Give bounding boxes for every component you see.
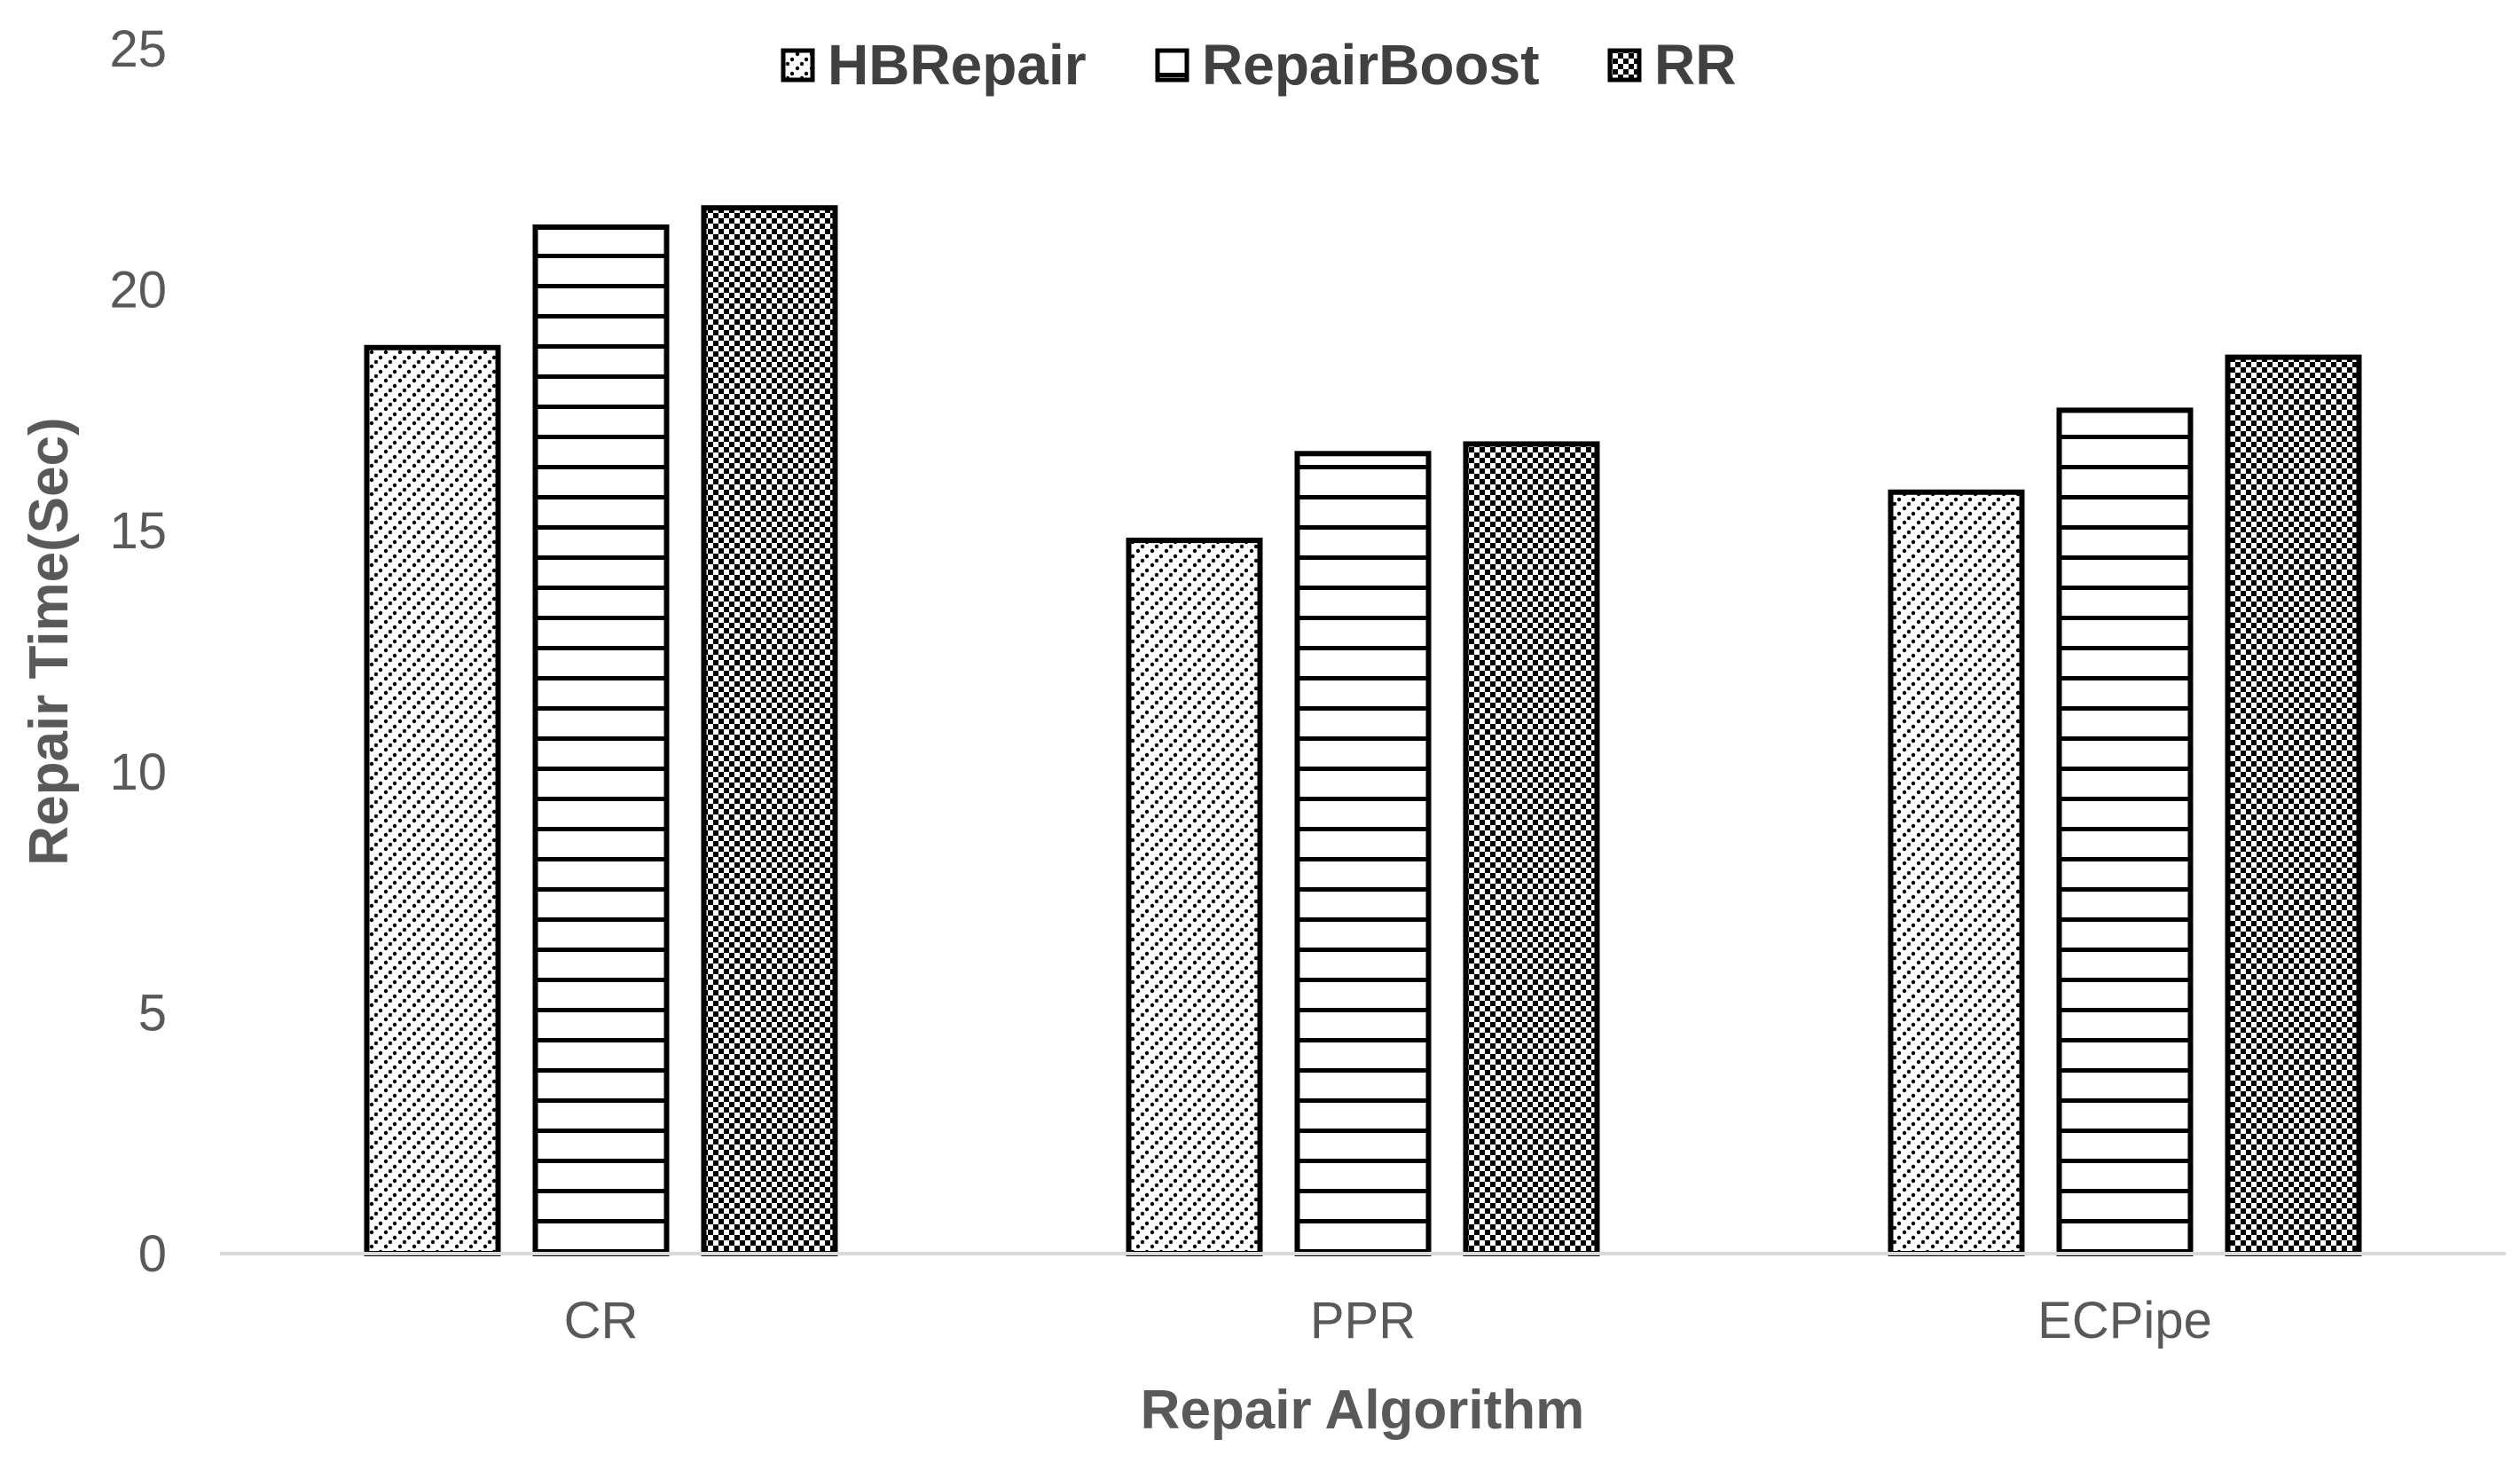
x-axis-categories: CR PPR ECPipe <box>564 1292 2212 1349</box>
y-tick-label: 15 <box>109 502 167 560</box>
y-tick-label: 20 <box>109 262 167 319</box>
x-category-label: PPR <box>1310 1292 1416 1349</box>
legend: HBRepair RepairBoost RR <box>781 33 1736 97</box>
y-tick-label: 25 <box>109 20 167 78</box>
legend-swatch-hbrepair <box>781 48 815 83</box>
bar-repairboost-cr <box>532 224 670 1256</box>
bar-hbrepair-ecpipe <box>1888 489 2025 1256</box>
bar-rr-ppr <box>1463 441 1600 1256</box>
legend-swatch-repairboost <box>1155 48 1189 83</box>
bar-repairboost-ecpipe <box>2056 407 2194 1256</box>
y-tick-label: 10 <box>109 743 167 801</box>
x-axis-title: Repair Algorithm <box>1141 1380 1585 1441</box>
x-category-label: ECPipe <box>2037 1292 2212 1349</box>
y-tick-label: 0 <box>138 1225 167 1283</box>
bar-repairboost-ppr <box>1294 451 1432 1256</box>
x-category-label: CR <box>564 1292 639 1349</box>
bar-hbrepair-ppr <box>1126 538 1263 1256</box>
y-axis-ticks: 0 5 10 15 20 25 <box>109 20 167 1283</box>
bar-rr-ecpipe <box>2225 354 2362 1256</box>
bars <box>364 205 2362 1257</box>
y-tick-label: 5 <box>138 984 167 1042</box>
y-axis-title: Repair Time(Sec) <box>19 417 80 865</box>
legend-swatch-rr <box>1607 48 1642 83</box>
legend-label-hbrepair: HBRepair <box>828 33 1087 97</box>
legend-label-repairboost: RepairBoost <box>1202 33 1540 97</box>
bar-hbrepair-cr <box>364 344 501 1256</box>
bar-rr-cr <box>701 205 838 1257</box>
legend-label-rr: RR <box>1654 33 1736 97</box>
